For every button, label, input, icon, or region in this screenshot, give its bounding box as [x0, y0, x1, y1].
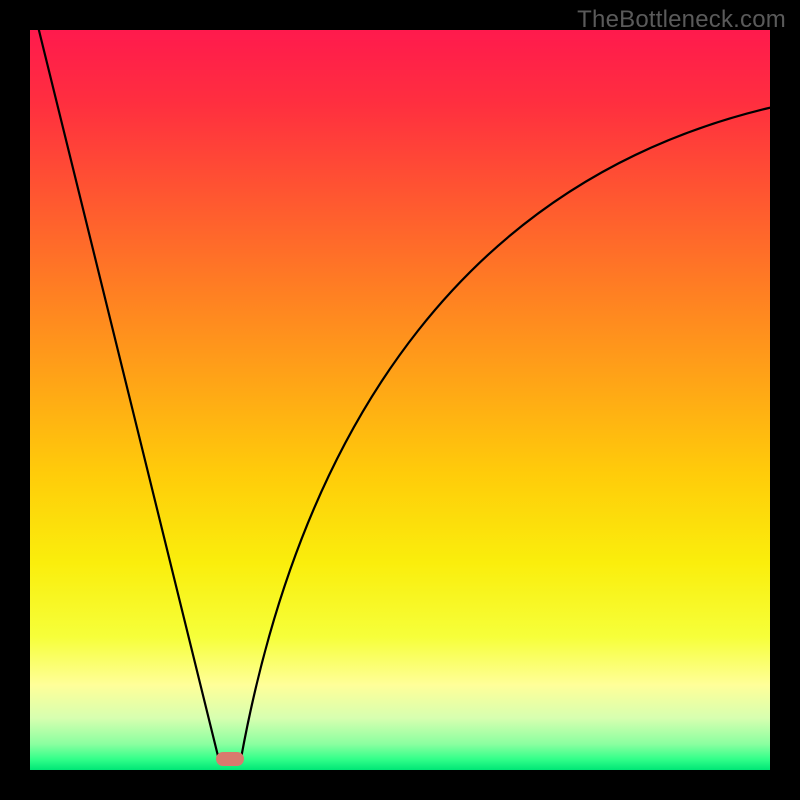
chart-container: TheBottleneck.com [0, 0, 800, 800]
plot-area [30, 30, 770, 770]
bottleneck-curve [30, 30, 770, 770]
minimum-marker [216, 752, 244, 766]
watermark-text: TheBottleneck.com [577, 6, 786, 34]
